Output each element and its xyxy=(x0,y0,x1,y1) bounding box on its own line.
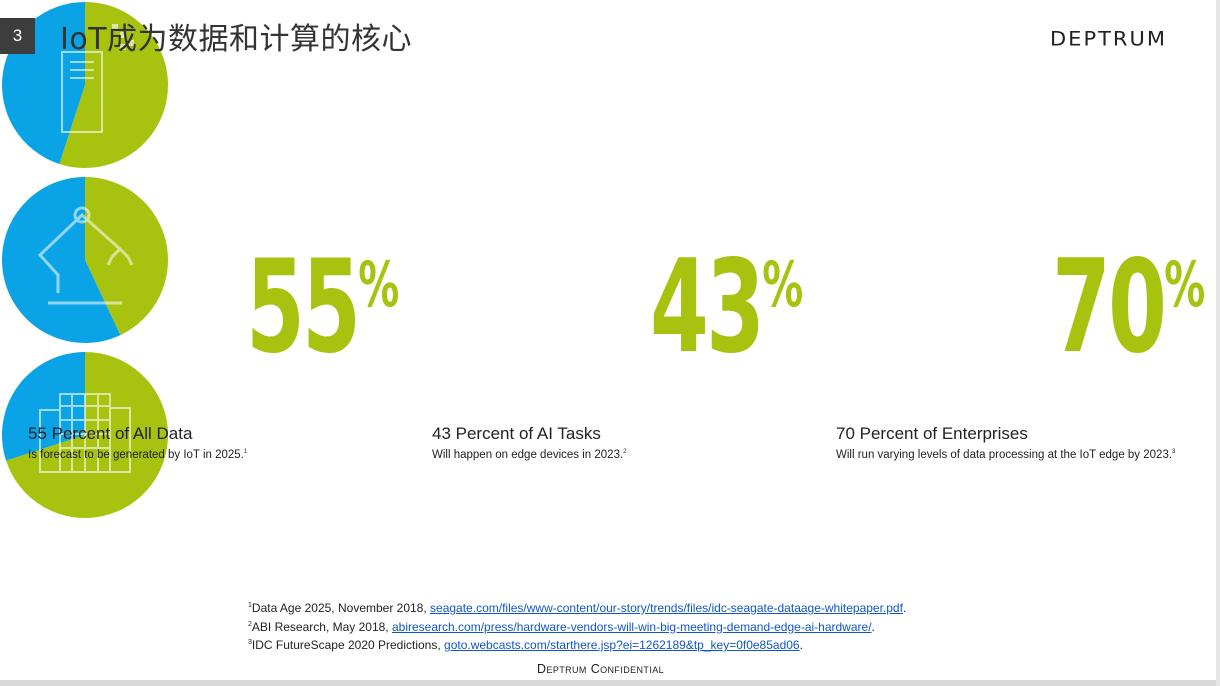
slide-right-border xyxy=(1216,0,1220,686)
footnote-link-1[interactable]: seagate.com/files/www-content/our-story/… xyxy=(430,601,903,615)
robot-arm-icon xyxy=(37,206,134,305)
stat-block-2: 43% 43 Percent of AI Tasks Will happen o… xyxy=(0,175,1220,461)
stat-desc-3: Will run varying levels of data processi… xyxy=(836,449,1176,461)
pie-chart-2 xyxy=(1,177,168,343)
page-title: IoT成为数据和计算的核心 xyxy=(60,22,413,57)
slide-bottom-border xyxy=(0,680,1220,686)
footnote-link-2[interactable]: abiresearch.com/press/hardware-vendors-w… xyxy=(391,619,872,634)
percent-value-2: 43% xyxy=(650,233,804,382)
footnote-link-3[interactable]: goto.webcasts.com/starthere.jsp?ei=12621… xyxy=(444,638,800,652)
footnote-1: 1Data Age 2025, November 2018, seagate.c… xyxy=(248,601,907,615)
pie-chart-3 xyxy=(1,352,168,518)
footnote-3: 3IDC FutureScape 2020 Predictions, goto.… xyxy=(248,638,803,652)
footnotes: 1Data Age 2025, November 2018, seagate.c… xyxy=(248,598,906,654)
stat-desc-1: Is forecast to be generated by IoT in 20… xyxy=(28,449,248,461)
percent-value-1: 55% xyxy=(246,233,400,382)
stat-title-3: 70 Percent of Enterprises xyxy=(836,424,1028,443)
percent-value-3: 70% xyxy=(1052,233,1206,382)
stat-block-3: 70% 70 Percent of Enterprises Will run v… xyxy=(0,244,1220,525)
deptrum-logo: DEPTRUM xyxy=(1050,27,1168,51)
stat-desc-2: Will happen on edge devices in 2023.2 xyxy=(432,449,627,461)
stat-title-2: 43 Percent of AI Tasks xyxy=(432,424,601,443)
building-icon xyxy=(39,393,131,473)
slide-number: 3 xyxy=(0,18,35,54)
confidential-label: Deptrum Confidential xyxy=(537,662,665,676)
server-icon xyxy=(61,24,134,133)
footnote-2: 2ABI Research, May 2018, abiresearch.com… xyxy=(248,619,875,634)
pie-1-slice-1 xyxy=(59,2,168,169)
stat-title-1: 55 Percent of All Data xyxy=(28,424,193,443)
